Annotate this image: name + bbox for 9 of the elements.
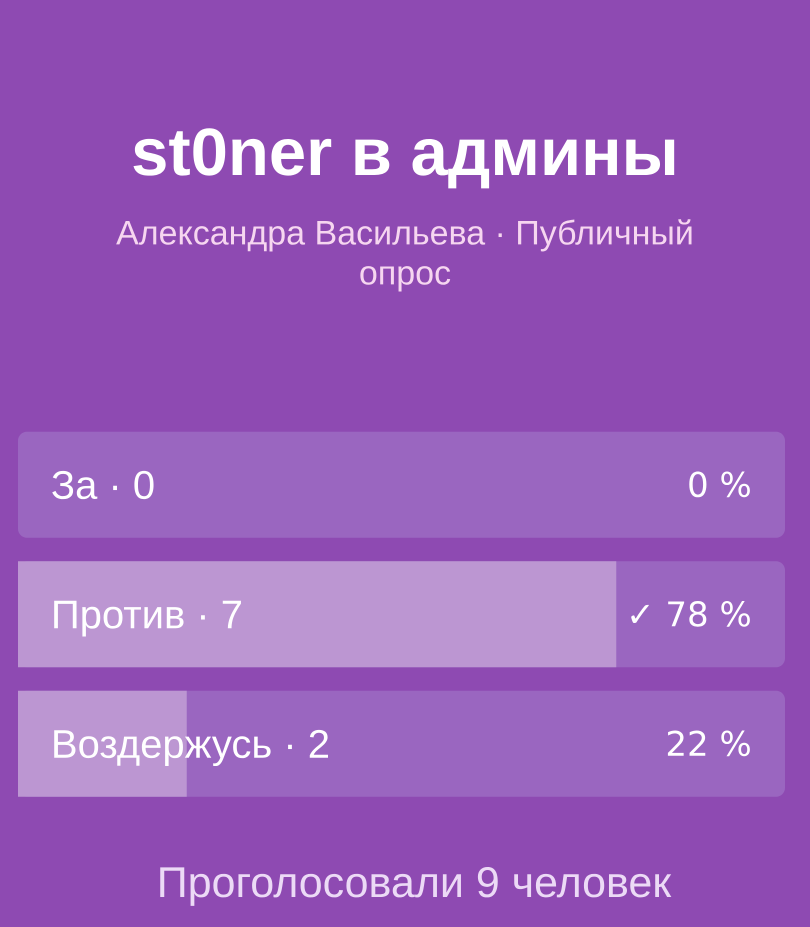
chart-subtitle: Александра Васильева · Публичный опрос	[116, 219, 692, 292]
y-tick-label: Против · 7	[54, 600, 241, 637]
y-tick-label: За · 0	[52, 470, 154, 500]
data-label: 0 %	[689, 472, 750, 498]
data-label: 22 %	[668, 730, 750, 756]
data-label: ✓ 78 %	[631, 601, 750, 627]
text: Проголосовали 9 человек	[160, 866, 672, 906]
y-tick-label: Воздержусь · 2	[54, 730, 328, 766]
chart-title: st0ner в админы	[133, 128, 674, 188]
